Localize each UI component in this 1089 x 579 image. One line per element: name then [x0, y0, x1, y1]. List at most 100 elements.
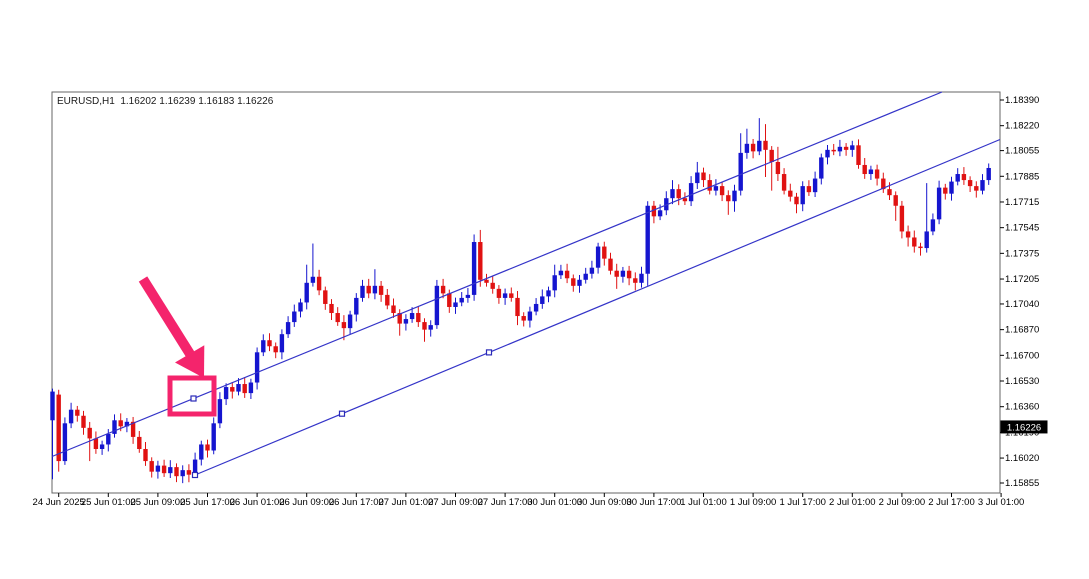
candle-body [682, 198, 688, 202]
candle-body [478, 242, 483, 280]
y-axis-label: 1.17885 [1005, 171, 1039, 182]
candle-body [862, 164, 867, 175]
candle-body [471, 242, 477, 295]
y-axis-label: 1.17205 [1005, 274, 1039, 285]
candle-body [955, 174, 960, 182]
x-axis-label: 1 Jul 01:00 [680, 497, 726, 508]
candle-body [434, 285, 440, 326]
candle-body [763, 140, 768, 150]
y-axis-label: 1.16020 [1005, 453, 1039, 464]
candle-body [639, 273, 644, 283]
candle-body [447, 293, 452, 307]
candle-body [583, 273, 588, 280]
candle-body [757, 140, 762, 152]
annotation-arrow-head[interactable] [175, 345, 205, 378]
y-axis-label: 1.18055 [1005, 146, 1039, 157]
candle-body [484, 279, 489, 283]
candle-body [124, 421, 130, 427]
x-axis-label: 26 Jun 01:00 [230, 497, 285, 508]
candle-body [614, 270, 619, 277]
annotation-arrow-shaft[interactable] [138, 276, 195, 357]
candle-body [205, 444, 210, 451]
candle-body [831, 149, 836, 152]
candle-body [223, 387, 229, 400]
price-badge [1000, 420, 1048, 434]
candle-body [335, 313, 340, 323]
x-axis-label: 1 Jul 09:00 [730, 497, 776, 508]
candle-body [261, 340, 266, 353]
candle-body [174, 467, 179, 477]
chart-title: EURUSD,H1 1.16202 1.16239 1.16183 1.1622… [57, 96, 274, 107]
x-axis-label: 30 Jun 01:00 [527, 497, 582, 508]
candle-body [490, 282, 495, 289]
channel-anchor-marker[interactable] [190, 395, 197, 402]
x-axis-label: 3 Jul 01:00 [978, 497, 1024, 508]
candle-body [143, 448, 148, 462]
candle-body [428, 325, 433, 330]
candle-body [974, 186, 979, 191]
candle-body [199, 444, 204, 460]
candle-body [986, 167, 991, 181]
candle-body [595, 246, 601, 268]
candle-body [626, 270, 632, 279]
candle-body [769, 149, 774, 162]
candle-body [465, 294, 471, 298]
y-axis-label: 1.17040 [1005, 299, 1039, 310]
candle-body [155, 465, 161, 472]
candle-body [949, 181, 954, 194]
candle-body [744, 143, 750, 153]
candle-body [905, 231, 911, 238]
channel-anchor-marker[interactable] [191, 471, 199, 479]
x-axis-label: 2 Jul 09:00 [879, 497, 925, 508]
candle-body [211, 423, 216, 451]
candle-body [93, 438, 99, 449]
candle-body [99, 444, 105, 449]
candle-body [676, 189, 681, 199]
candle-body [56, 394, 61, 462]
candle-body [149, 461, 154, 472]
candle-body [912, 237, 917, 247]
candle-body [701, 172, 706, 181]
y-axis-label: 1.17375 [1005, 248, 1039, 259]
candle-body [279, 334, 285, 353]
candle-body [967, 180, 973, 187]
highlight-box[interactable] [167, 375, 217, 417]
candle-body [75, 409, 80, 416]
candle-body [304, 282, 309, 303]
candle-body [416, 313, 421, 323]
candle-body [50, 391, 55, 421]
y-axis-label: 1.15855 [1005, 478, 1039, 489]
candle-body [781, 174, 787, 191]
candle-body [459, 297, 464, 303]
candle-body [918, 246, 923, 249]
candle-body [825, 149, 830, 158]
y-axis-label: 1.17715 [1005, 197, 1039, 208]
candle-body [81, 415, 86, 428]
candle-body [664, 198, 669, 211]
candle-body [980, 180, 985, 191]
x-axis-label: 1 Jul 17:00 [779, 497, 825, 508]
candle-body [577, 279, 582, 286]
candle-body [546, 290, 551, 297]
y-axis-label: 1.16870 [1005, 325, 1039, 336]
y-axis-label: 1.16530 [1005, 376, 1039, 387]
channel-lower-line[interactable] [194, 138, 1001, 476]
candle-body [316, 276, 322, 291]
channel-anchor-marker[interactable] [485, 349, 493, 356]
candle-body [372, 285, 378, 294]
x-axis-label: 26 Jun 17:00 [329, 497, 384, 508]
candle-body [273, 346, 278, 353]
x-axis-label: 25 Jun 09:00 [130, 497, 185, 508]
x-axis-label: 26 Jun 09:00 [279, 497, 334, 508]
candle-body [354, 297, 359, 315]
candle-body [812, 178, 818, 193]
candle-body [571, 278, 576, 286]
candle-body [695, 172, 700, 184]
y-axis-label: 1.16360 [1005, 402, 1039, 413]
candle-body [496, 288, 502, 298]
channel-anchor-marker[interactable] [338, 410, 346, 417]
candle-body [893, 195, 898, 206]
channel-upper-line[interactable] [51, 91, 943, 458]
candle-body [564, 270, 570, 279]
